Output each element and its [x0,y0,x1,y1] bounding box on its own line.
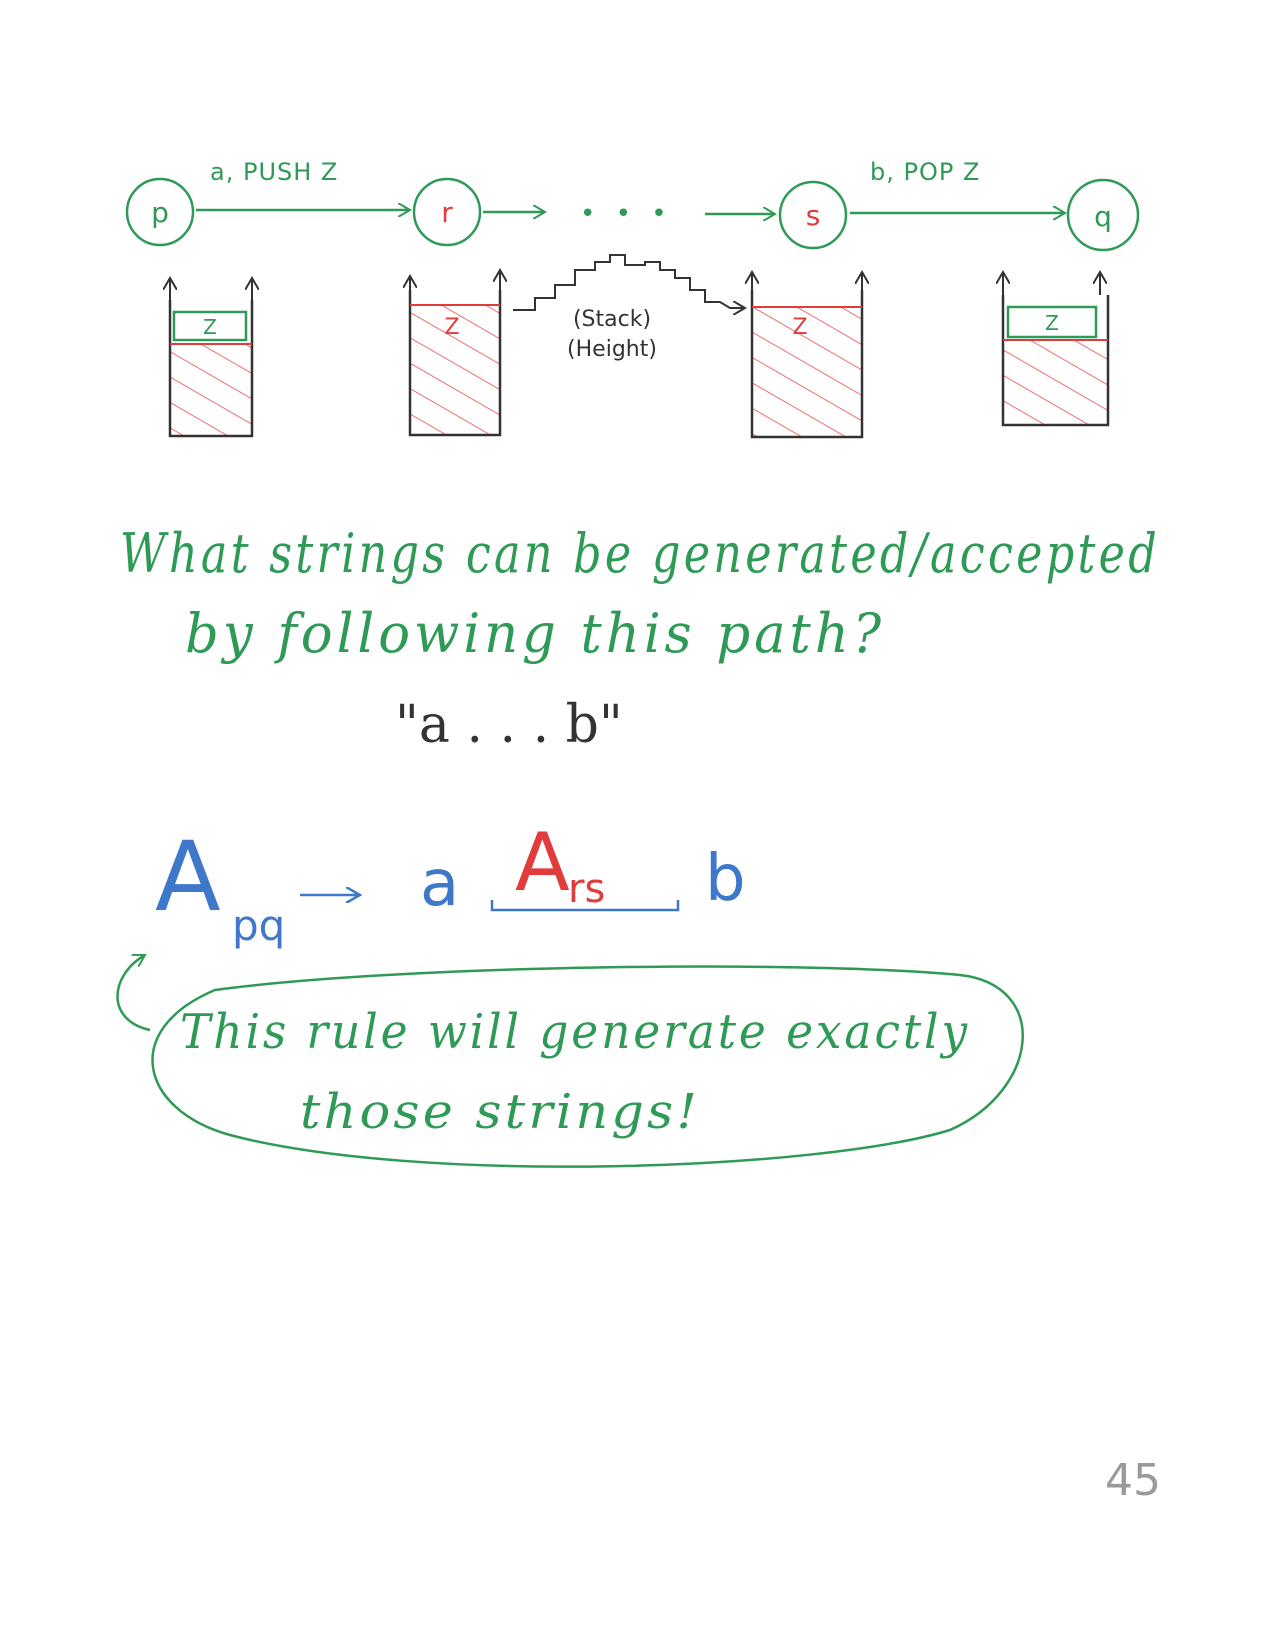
stack-at-s: Z [752,272,862,439]
ellipsis: • • • [580,199,673,229]
pop-label: b, POP Z [870,158,980,186]
example-string: "a . . . b" [395,695,623,755]
stack-z-symbol: Z [1045,311,1059,335]
stack-height-annotation: (Stack) (Height) [513,254,745,362]
grammar-rule: A pq a A rs b [155,816,746,950]
stack-at-r: Z [410,270,500,437]
rule-rhs-subscript: rs [568,866,605,912]
stack-top-z-box [172,310,248,342]
state-r-label: r [441,196,453,229]
stack-z-symbol: Z [203,315,217,339]
rule-lhs-subscript: pq [232,901,285,950]
bubble-outline [151,965,1024,1168]
stack-at-q: Z [1003,272,1110,427]
rule-rhs-nonterminal: A [515,816,570,909]
stack-at-p: Z [170,278,252,438]
state-p-label: p [151,196,169,229]
stack-height-label-line1: (Stack) [573,307,651,332]
rule-underbrace [490,900,680,912]
state-s-label: s [806,199,821,232]
state-p-circle [125,177,195,247]
state-r-circle [412,177,482,247]
stack-height-label-line2: (Height) [567,337,657,362]
question-line-2: by following this path? [185,602,885,665]
question-line-1: What strings can be generated/accepted [120,522,1160,585]
stack-z-symbol: Z [792,315,807,340]
state-q-label: q [1094,200,1112,233]
state-path: p r s q a, PUSH Z • • • b, POP Z [125,158,1140,252]
bubble-text-line-1: This rule will generate exactly [180,1004,970,1060]
stack-top-z-box [1006,305,1098,339]
stack-z-symbol: Z [444,315,459,340]
bubble-text-line-2: those strings! [300,1084,700,1140]
page-number: 45 [1105,1455,1161,1506]
rule-terminal-b: b [705,842,746,916]
push-label: a, PUSH Z [210,158,338,186]
rule-terminal-a: a [420,847,459,921]
state-q-circle [1066,178,1140,252]
explanation-bubble: This rule will generate exactly those st… [116,955,1024,1168]
state-s-circle [778,180,848,250]
bubble-pointer [116,955,151,1032]
rule-lhs-nonterminal: A [155,821,221,933]
